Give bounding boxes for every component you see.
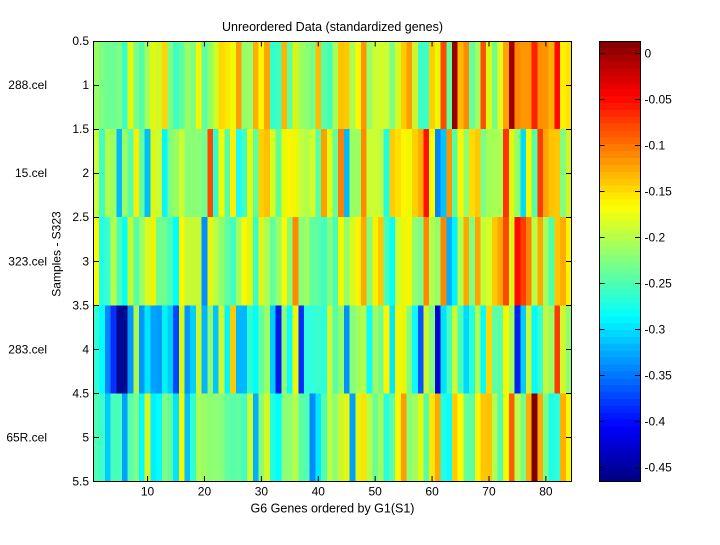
- svg-text:-0.25: -0.25: [645, 277, 673, 291]
- svg-text:-0.3: -0.3: [645, 323, 666, 337]
- svg-text:-0.4: -0.4: [645, 415, 666, 429]
- svg-text:Unreordered Data (standardized: Unreordered Data (standardized genes): [222, 20, 443, 34]
- svg-text:1.5: 1.5: [72, 122, 89, 136]
- svg-text:-0.45: -0.45: [645, 461, 673, 475]
- svg-text:5.5: 5.5: [72, 475, 89, 489]
- svg-text:Samples - S323: Samples - S323: [50, 211, 64, 297]
- svg-text:80: 80: [539, 485, 553, 499]
- svg-text:65R.cel: 65R.cel: [6, 430, 47, 444]
- svg-text:2: 2: [82, 166, 89, 180]
- svg-text:20: 20: [198, 485, 212, 499]
- svg-text:0.5: 0.5: [72, 34, 89, 48]
- svg-text:3: 3: [82, 254, 89, 268]
- svg-text:2.5: 2.5: [72, 210, 89, 224]
- svg-text:283.cel: 283.cel: [8, 342, 47, 356]
- svg-text:50: 50: [369, 485, 383, 499]
- svg-text:0: 0: [645, 47, 652, 61]
- svg-text:10: 10: [141, 485, 155, 499]
- svg-text:1: 1: [82, 78, 89, 92]
- svg-text:288.cel: 288.cel: [8, 78, 47, 92]
- svg-text:15.cel: 15.cel: [15, 166, 47, 180]
- svg-text:-0.1: -0.1: [645, 139, 666, 153]
- svg-text:5: 5: [82, 430, 89, 444]
- svg-text:-0.35: -0.35: [645, 369, 673, 383]
- svg-text:323.cel: 323.cel: [8, 254, 47, 268]
- svg-text:-0.15: -0.15: [645, 185, 673, 199]
- svg-text:-0.2: -0.2: [645, 231, 666, 245]
- svg-text:4: 4: [82, 342, 89, 356]
- svg-text:3.5: 3.5: [72, 298, 89, 312]
- svg-text:G6 Genes ordered by G1(S1): G6 Genes ordered by G1(S1): [251, 502, 415, 516]
- svg-text:30: 30: [255, 485, 269, 499]
- svg-text:40: 40: [312, 485, 326, 499]
- svg-text:70: 70: [482, 485, 496, 499]
- svg-text:60: 60: [425, 485, 439, 499]
- svg-text:-0.05: -0.05: [645, 93, 673, 107]
- svg-text:4.5: 4.5: [72, 386, 89, 400]
